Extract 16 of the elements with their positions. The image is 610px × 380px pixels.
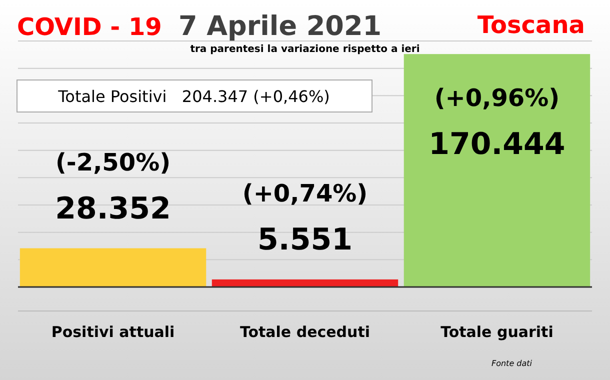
x-tick-label: Positivi attuali [51, 323, 175, 341]
x-tick-label: Totale deceduti [240, 323, 370, 341]
annotation: (-2,50%) [55, 148, 171, 176]
x-tick-label: Totale guariti [440, 323, 554, 341]
annotation: Totale Positivi 204.347 (+0,46%) [57, 87, 330, 106]
annotation: COVID - 19 [17, 13, 162, 41]
chart-title: 7 Aprile 2021 [178, 11, 382, 42]
annotation: (+0,74%) [242, 179, 368, 208]
text-box: Totale Positivi 204.347 (+0,46%) [16, 80, 372, 112]
data-label: 28.352 [55, 191, 171, 226]
data-label: 170.444 [428, 127, 566, 162]
source-note: Fonte dati [491, 359, 533, 368]
chart-subtitle: tra parentesi la variazione rispetto a ieri [190, 44, 420, 55]
data-label: 5.551 [258, 222, 352, 258]
annotation: (+0,96%) [434, 84, 560, 112]
text: Toscana [477, 11, 585, 39]
